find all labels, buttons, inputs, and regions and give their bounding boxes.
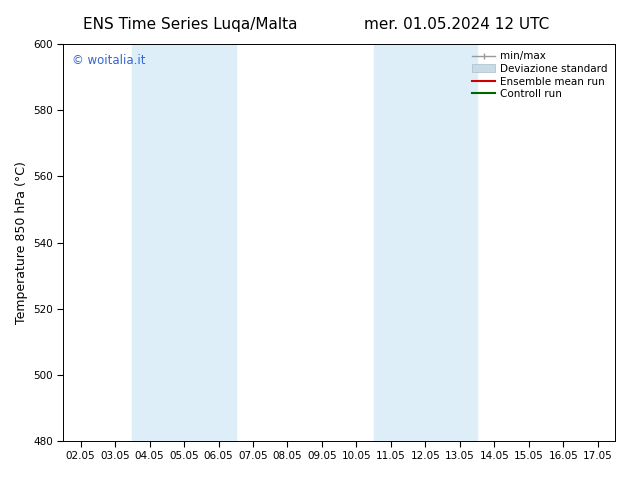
Bar <box>133 44 236 441</box>
Text: ENS Time Series Luqa/Malta: ENS Time Series Luqa/Malta <box>83 17 297 32</box>
Bar <box>373 44 477 441</box>
Y-axis label: Temperature 850 hPa (°C): Temperature 850 hPa (°C) <box>15 161 28 324</box>
Legend: min/max, Deviazione standard, Ensemble mean run, Controll run: min/max, Deviazione standard, Ensemble m… <box>470 49 610 101</box>
Text: mer. 01.05.2024 12 UTC: mer. 01.05.2024 12 UTC <box>364 17 549 32</box>
Text: © woitalia.it: © woitalia.it <box>72 54 145 67</box>
